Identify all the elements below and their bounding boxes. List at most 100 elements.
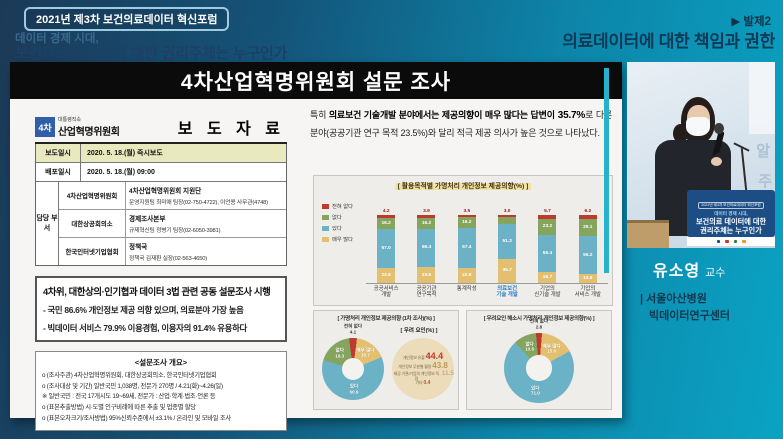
session-title: 의료데이터에 대한 책임과 권한	[562, 32, 775, 51]
speaker-caption: 유소영 교수 | 서울아산병원 빅데이터연구센터	[627, 257, 777, 323]
contact-org: 4차산업혁명위원회	[59, 182, 126, 209]
bar-segment: 56.4	[417, 228, 436, 268]
bar-segment: 16.2	[417, 217, 436, 229]
bar-column: 5.7 23.2 55.4 15.7 기업의 신기술 개발	[528, 209, 566, 303]
legend-swatch	[322, 236, 329, 242]
legend-swatch	[322, 225, 329, 231]
table-row: 배포일시 2020. 5. 18.(월) 09:00	[36, 163, 286, 182]
presentation-slide: 4차산업혁명위원회 설문 조사 4차 대통령직속 산업혁명위원회 보 도 자 료…	[10, 62, 622, 431]
bar-stack: 16.2 56.4 23.5	[417, 215, 436, 283]
committee-logo-icon: 4차	[35, 117, 55, 137]
contacts-list: 4차산업혁명위원회 4차산업혁명위원회 지원단 운영지원팀 최미애 팀장(02-…	[59, 182, 286, 265]
bar-segment	[578, 215, 597, 220]
bar-segment: 22.8	[457, 267, 476, 283]
bar-category-label: 의료보건 기술 개발	[496, 286, 518, 299]
sponsor-logo-icon	[733, 239, 737, 244]
bar-chart-title: [ 활용목적별 가명처리 개인정보 제공의향(%) ]	[314, 180, 612, 190]
backdrop-panel	[749, 62, 775, 134]
legend-label: 있다	[332, 226, 342, 232]
concern-value: 11.5	[441, 370, 454, 378]
bar-top-value: 3.0	[503, 209, 511, 215]
bar-segment: 23.2	[538, 218, 557, 235]
bar-segment: 35.7	[498, 258, 517, 283]
concern-label: 제공 기관/기업의 개인정보 독점	[393, 371, 440, 381]
bar-segment: 25.1	[578, 219, 597, 237]
sign-tagline: 데이터 경제 시대,	[714, 211, 748, 216]
survey-overview-title: <설문조사 개요>	[134, 358, 188, 367]
legend-item: 없다	[322, 213, 366, 221]
legend-label: 매우 많다	[332, 237, 353, 243]
contact-detail: 경제조사본부 규제혁신팀 정병기 팀장(02-6050-3981)	[126, 210, 286, 237]
forum-badge: 2021년 제3차 보건의료데이터 혁신포럼	[24, 7, 230, 31]
contact-row: 한국인터넷기업협회 정책국 정책국 김재환 실장(02-563-4650)	[59, 238, 286, 265]
concern-label: 개인정보 유출	[402, 354, 425, 360]
concern-label: 기타	[415, 380, 423, 386]
bar-column: 3.9 16.2 56.4 23.5 공공기관 연구목적	[407, 209, 445, 303]
bar-category-label: 기업의 서비스 개발	[574, 286, 601, 299]
session-marker: ▶ 발제2	[731, 16, 771, 28]
donut-panel-first-survey: [ 가명처리 개인정보 제공의향 (1차 조사)(%) ] 전혀 없다 4.1 매우…	[313, 310, 459, 410]
contact-info: 정책국 김재환 실장(02-563-4650)	[129, 256, 208, 262]
legend-label: 없다	[332, 215, 342, 221]
bar-top-value: 3.9	[423, 209, 430, 215]
backdrop-character: 주	[758, 173, 772, 190]
paragraph-run: 특히	[310, 110, 329, 120]
survey-overview-item: o (조사대상 및 기간) 일반국민 1,038명, 전문가 270명 / 4.…	[42, 382, 223, 390]
survey-overview-item: ※ 일반국민 : 전국 17개시도 19~69세, 전문가 : 산업·학계·법조…	[42, 393, 216, 401]
row-value: 2020. 5. 18.(월) 즉시보도	[87, 150, 163, 157]
bar-segment: 15.7	[538, 272, 557, 283]
speaker-affiliation-line1: | 서울아산병원	[640, 293, 707, 305]
donut-label: 없다 18.3	[335, 347, 345, 359]
row-value: 2020. 5. 18.(월) 09:00	[87, 169, 155, 176]
speaker-hair-bun	[673, 124, 688, 143]
bar-segment: 55.4	[538, 234, 557, 273]
bar-plot: 4.2 16.2 57.0 22.6 공공서비스 개발 3.9 16.2 56.4 23.5 공공기…	[366, 194, 608, 303]
press-release-document: 4차 대통령직속 산업혁명위원회 보 도 자 료 보도일시 2020. 5. 1…	[35, 109, 287, 431]
scrollbar-strip[interactable]	[604, 68, 609, 273]
contact-detail: 정책국 정책국 김재환 실장(02-563-4650)	[126, 238, 286, 265]
concern-value: 43.8	[432, 361, 448, 371]
contact-row: 대한상공회의소 경제조사본부 규제혁신팀 정병기 팀장(02-6050-3981…	[59, 210, 286, 238]
bar-segment	[538, 215, 557, 219]
contact-info: 운영지원팀 최미애 팀장(02-750-4722), 이언용 사무관(4748)	[129, 200, 268, 206]
press-release-info-table: 보도일시 2020. 5. 18.(월) 즉시보도 배포일시 2020. 5. …	[35, 144, 287, 266]
bar-chart-title-text: [ 활용목적별 가명처리 개인정보 제공의향(%) ]	[394, 183, 532, 190]
slide-title: 4차산업혁명위원회 설문 조사	[10, 62, 622, 99]
donut-concern-resolved: 전혀 없다 2.8 매우 많다 15.6 있다 71.0 없다 10.6	[504, 319, 574, 403]
bar-stack: 16.2 57.4 22.8	[457, 215, 476, 283]
concern-row: 기타 0.4	[416, 381, 431, 387]
concern-value: 44.4	[425, 350, 444, 361]
contacts-row: 담당 부서 4차산업혁명위원회 4차산업혁명위원회 지원단 운영지원팀 최미애 …	[36, 182, 286, 265]
contact-row: 4차산업혁명위원회 4차산업혁명위원회 지원단 운영지원팀 최미애 팀장(02-…	[59, 182, 286, 210]
bar-stack: 25.1 55.2 13.5	[578, 215, 597, 283]
speaker-name: 유소영	[653, 263, 701, 280]
bar-segment	[417, 215, 436, 218]
bar-category-label: 공공기관 연구목적	[416, 286, 437, 299]
paragraph-run: 로 다른 분야(공공기관 연구 목적 23.5%)와 달리 적극 제공 의사가 …	[310, 110, 613, 138]
legend-label: 전혀 없다	[332, 204, 353, 210]
concern-label: 개인정보 무분별 활용	[398, 364, 432, 370]
forum-tagline-line2: 보건의료 데이터에 대한 권리주체는 누구인가	[15, 45, 287, 62]
survey-overview-item: o (조사주관) 4차산업혁명위원회, 대한상공회의소, 한국인터넷기업협회	[42, 372, 217, 379]
bar-stack: 16.2 57.0 22.6	[377, 215, 396, 283]
contact-org: 한국인터넷기업협회	[59, 238, 126, 265]
sign-title-line2: 권리주체는 누구인가	[700, 226, 762, 236]
row-label: 보도일시	[36, 144, 81, 162]
dept-label: 담당 부서	[36, 182, 59, 265]
donut-panel-title: [ 가명처리 개인정보 제공의향 (1차 조사)(%) ]	[337, 316, 435, 322]
bar-segment	[457, 215, 476, 218]
bar-column: 4.2 16.2 57.0 22.6 공공서비스 개발	[367, 209, 405, 303]
bar-segment: 51.3	[498, 223, 517, 259]
concern-row: 제공 기관/기업의 개인정보 독점 11.5	[392, 370, 454, 381]
concern-factors-title: [ 우려 요인(%) ]	[400, 328, 438, 334]
donut-label: 전혀 없다 4.1	[343, 323, 363, 335]
bar-segment: 16.2	[377, 217, 396, 229]
paragraph-run: 35.7%	[554, 110, 586, 121]
press-release-headline: 4차위, 대한상의·인기협과 데이터 3법 관련 공동 설문조사 시행	[43, 286, 271, 297]
bar-segment: 55.2	[578, 236, 597, 274]
bar-column: 6.2 25.1 55.2 13.5 기업의 서비스 개발	[569, 209, 607, 303]
sponsor-logo-icon	[725, 239, 729, 244]
legend-item: 전혀 없다	[322, 202, 366, 210]
committee-logo-text: 대통령직속 산업혁명위원회	[58, 116, 120, 138]
bar-segment	[498, 215, 517, 218]
